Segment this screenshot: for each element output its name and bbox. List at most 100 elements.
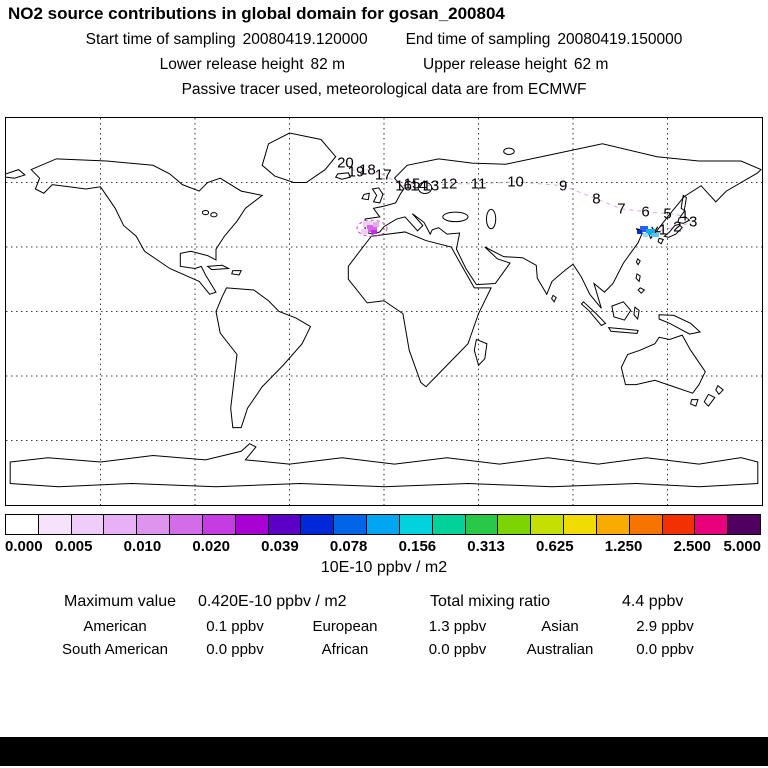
concentration-cell: [373, 222, 380, 227]
world-map-panel: 20 19 18 17 16 15 14 13 12 11 10 9 8 7 6 5 4 3 2 1: [5, 117, 763, 506]
coast-hokkaido: [678, 217, 690, 223]
coast-africa: [348, 232, 491, 387]
coast-cuba: [208, 265, 229, 269]
coast-greenland: [262, 133, 336, 182]
release-heights: Lower release height 82 m Upper release …: [0, 56, 768, 74]
trajectory-hour-label: 18: [359, 161, 376, 179]
coast-hispaniola: [232, 271, 241, 275]
coast-kyushu: [658, 238, 663, 243]
contribution-region-label: South American: [62, 641, 168, 658]
upper-release-value: 62 m: [573, 56, 609, 73]
colorbar-tick-label: 0.156: [398, 538, 437, 555]
trajectory-hour-label: 15: [403, 175, 421, 193]
black-sea: [443, 212, 468, 221]
coast-sulawesi: [634, 307, 639, 319]
coast-philippines: [636, 274, 644, 293]
colorbar-segment: [398, 515, 432, 534]
baltic-sea: [418, 182, 431, 193]
concentration-cell: [361, 228, 369, 234]
colorbar-segment: [70, 515, 104, 534]
trajectory-hour-label: 19: [347, 163, 365, 181]
coast-honshu: [664, 224, 682, 237]
concentration-cell: [642, 233, 648, 238]
coast-sakhalin: [681, 195, 686, 210]
contribution-region-label: Australian: [526, 641, 594, 658]
trajectory-hour-label: 1: [658, 221, 668, 239]
coast-tasmania: [691, 400, 698, 406]
coast-madagascar: [474, 339, 487, 365]
colorbar-segment: [628, 515, 662, 534]
max-value-label: Maximum value: [64, 593, 177, 610]
trajectory-hour-label: 17: [374, 166, 392, 184]
colorbar-segment: [366, 515, 399, 534]
lower-release-label: Lower release height: [159, 56, 304, 73]
total-mixing-ratio-value: 4.4 ppbv: [622, 593, 684, 610]
trajectory-hour-label: 13: [422, 177, 440, 195]
coast-java: [609, 328, 638, 334]
colorbar-segment: [136, 515, 170, 534]
coast-iceland: [336, 173, 351, 179]
map-gridlines: [6, 118, 762, 505]
colorbar-segment: [595, 515, 629, 534]
trajectory-hour-label: 16: [395, 177, 412, 195]
concentration-cell: [637, 229, 642, 234]
sampling-times: Start time of sampling 20080419.120000 E…: [0, 31, 768, 49]
colorbar-segment: [267, 515, 301, 534]
colorbar-ticks: 0.000 0.005 0.010 0.020 0.039 0.078 0.156 0.313…: [5, 538, 761, 556]
trajectory-hour-label: 20: [337, 154, 354, 172]
page-title: NO2 source contributions in global domai…: [8, 4, 505, 23]
colorbar-segment: [563, 515, 596, 534]
trajectory-hour-label: 5: [663, 205, 672, 223]
colorbar-tick-label: 0.020: [192, 538, 230, 555]
coast-south-america: [216, 288, 311, 428]
coast-borneo: [612, 302, 631, 320]
novaya-zemlya: [504, 148, 514, 154]
stats-summary-row: Maximum value 0.420E-10 ppbv / m2 Total …: [0, 593, 768, 613]
end-time-value: 20080419.150000: [557, 31, 683, 48]
contribution-region-value: 0.0 ppbv: [428, 641, 487, 658]
contribution-region-label: African: [321, 641, 369, 658]
concentration-cell: [371, 229, 378, 234]
colorbar-segment: [661, 515, 695, 534]
trajectory-hour-label: 9: [559, 177, 568, 195]
colorbar-segment: [201, 515, 235, 534]
end-time-label: End time of sampling: [405, 31, 551, 48]
caspian-sea: [486, 209, 495, 228]
great-lakes: [211, 213, 217, 217]
colorbar-segment: [497, 515, 531, 534]
coast-antarctica: [10, 444, 758, 487]
tracer-note-text: Passive tracer used, meteorological data…: [181, 81, 587, 98]
colorbar-tick-label: 0.005: [54, 538, 93, 555]
plume-contour-iberia: [356, 219, 388, 237]
colorbar-segment: [103, 515, 137, 534]
contribution-region-label: American: [83, 618, 147, 635]
coast-sri-lanka: [552, 295, 557, 301]
colorbar-segment: [431, 515, 465, 534]
colorbar-tick-label: 0.010: [123, 538, 162, 555]
trajectory-hour-label: 11: [470, 175, 487, 193]
coast-sumatra: [581, 302, 605, 326]
contribution-region-label: European: [312, 618, 378, 635]
trajectory-hour-label: 2: [673, 218, 682, 236]
colorbar-segment: [530, 515, 564, 534]
coast-eurasia: [365, 144, 761, 308]
colorbar-segment: [300, 515, 334, 534]
start-time-label: Start time of sampling: [85, 31, 236, 48]
contribution-region-label: Asian: [541, 618, 579, 635]
coast-chukotka: [6, 170, 25, 179]
coast-taiwan: [636, 259, 640, 265]
colorbar-segment: [464, 515, 498, 534]
colorbar-tick-label: 5.000: [723, 538, 761, 555]
colorbar-tick-label: 0.039: [261, 538, 299, 555]
trajectory-hour-label: 4: [679, 207, 688, 225]
colorbar-segment: [333, 515, 367, 534]
concentration-cell: [645, 229, 655, 236]
trajectory-hour-label: 14: [410, 177, 428, 195]
concentration-cell: [362, 220, 372, 228]
contribution-region-value: 2.9 ppbv: [636, 618, 694, 635]
bottom-bar: [0, 737, 768, 766]
contribution-region-value: 1.3 ppbv: [428, 618, 487, 635]
coast-new-guinea: [659, 315, 700, 334]
concentration-cell: [367, 224, 378, 232]
coast-ireland: [362, 193, 369, 199]
